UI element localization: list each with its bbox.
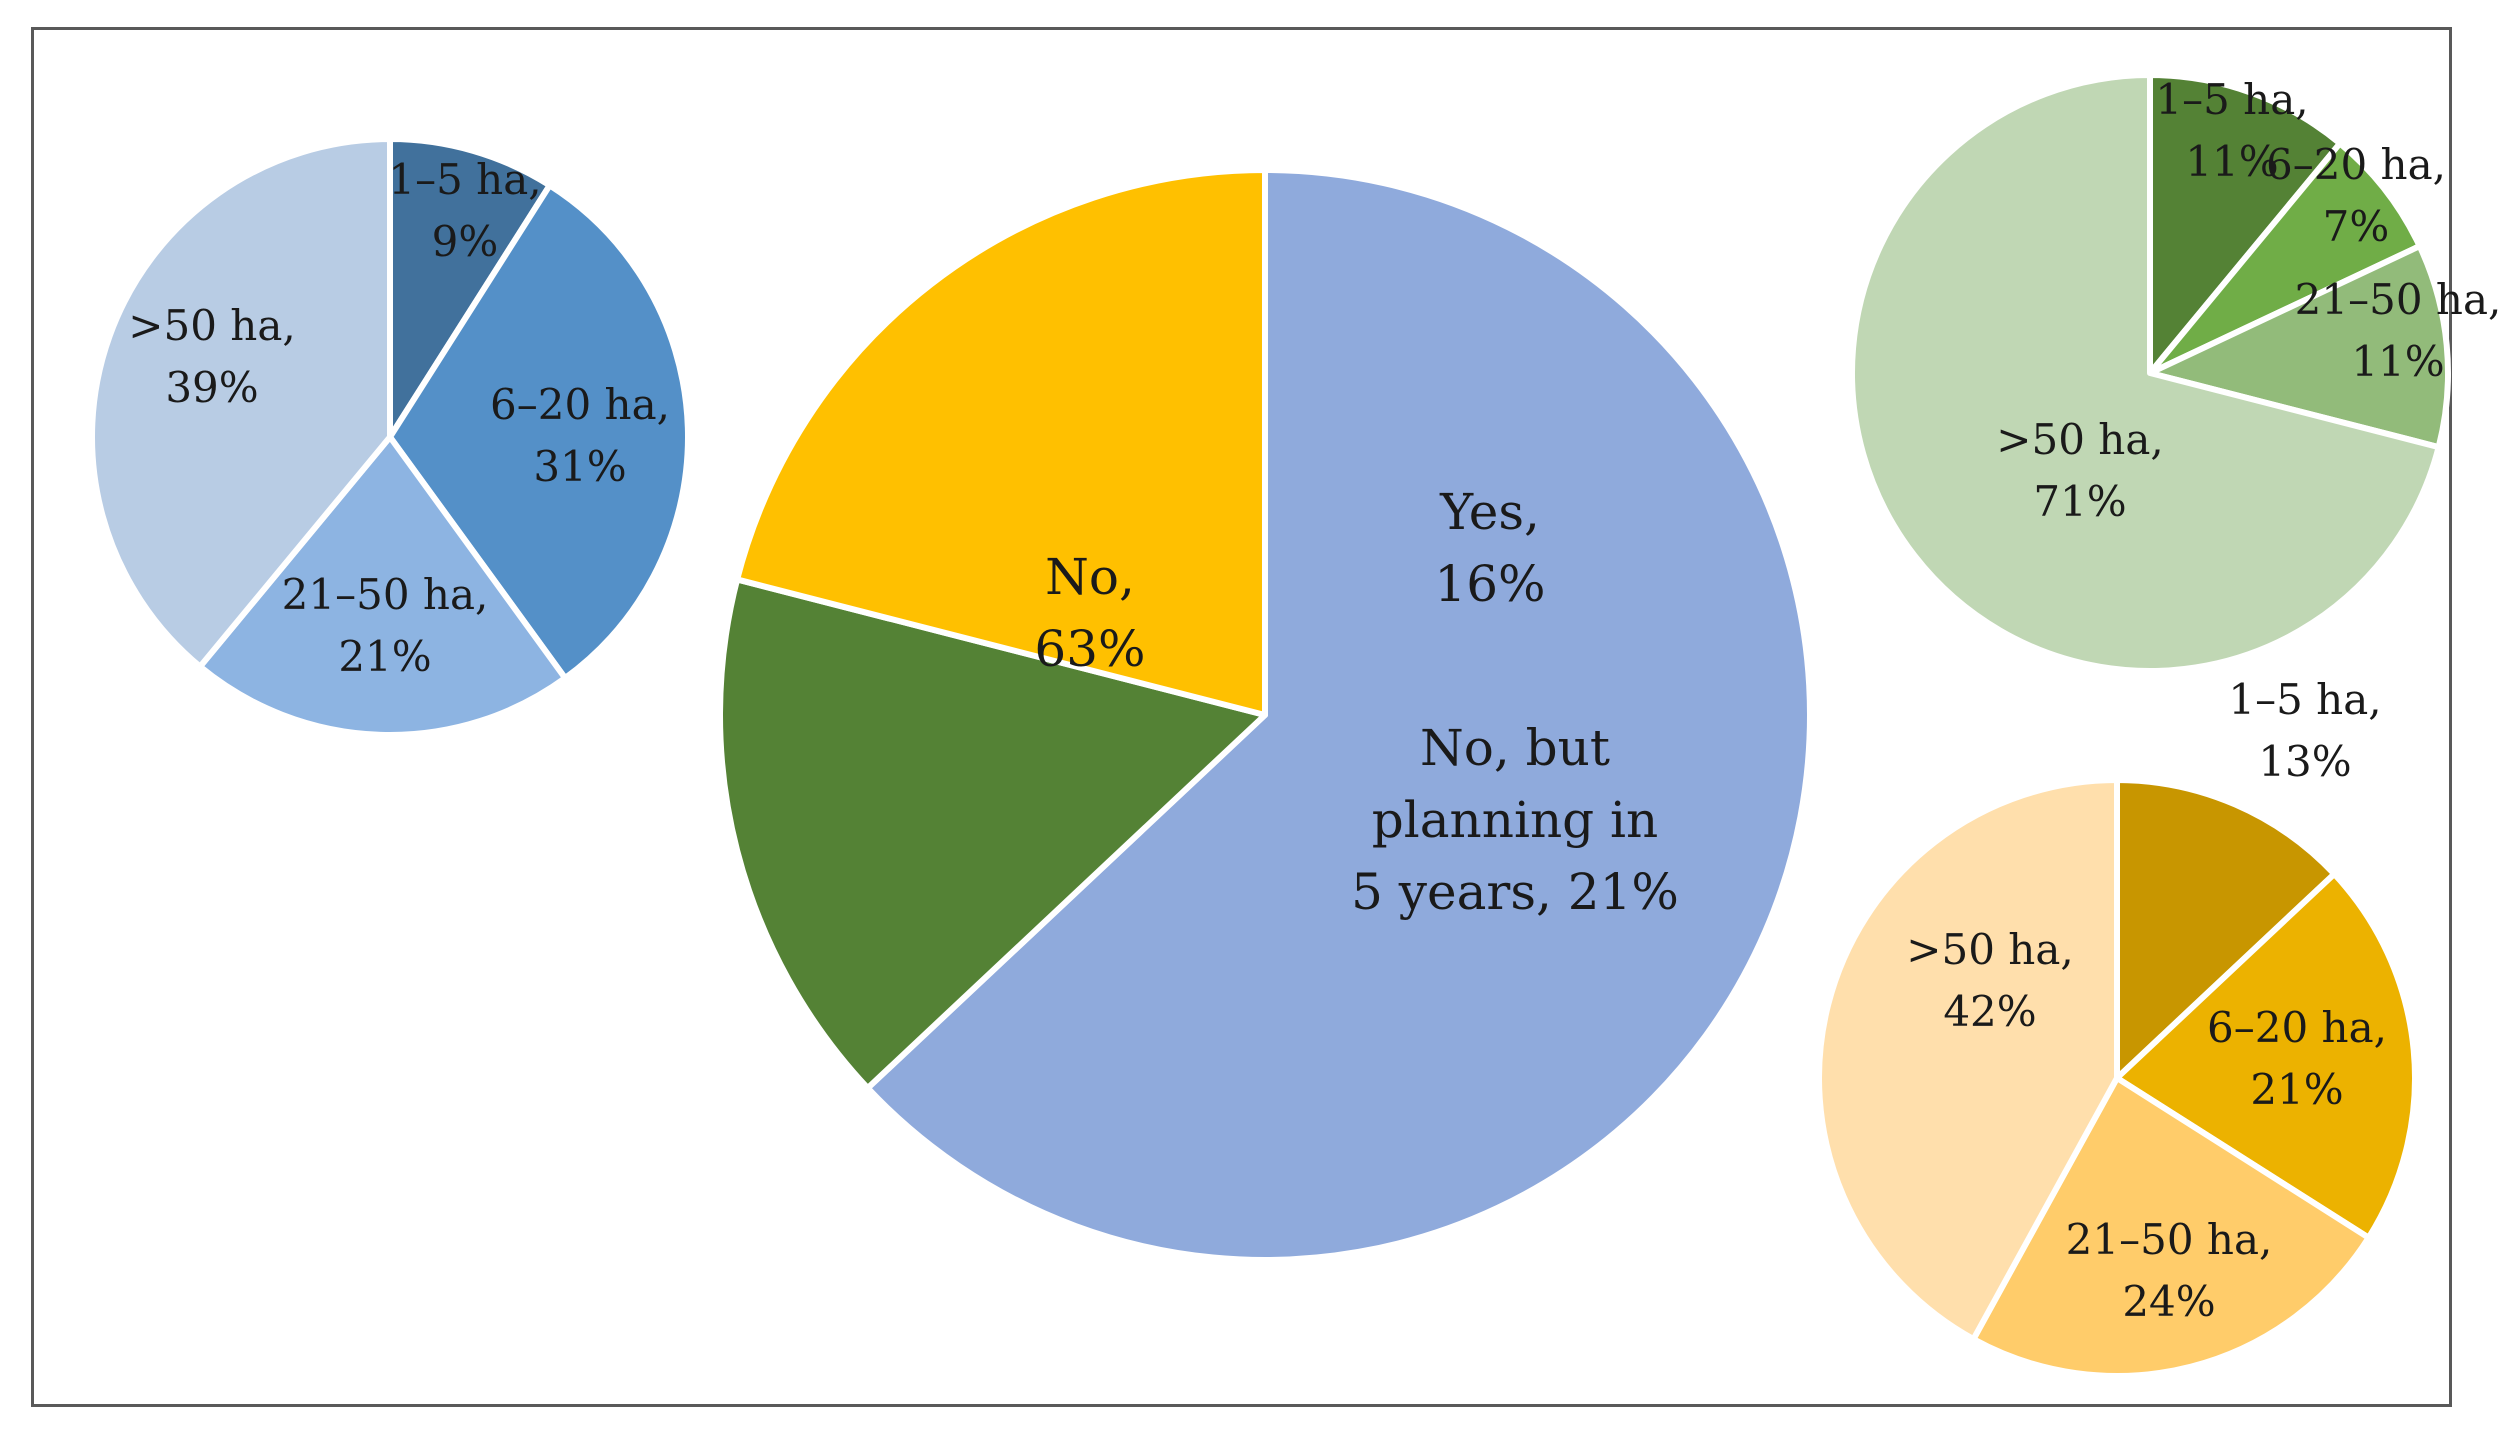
blue-pie-label-50-ha: >50 ha, 39% <box>128 301 295 412</box>
green-pie-label-21-50-ha: 21–50 ha, 11% <box>2295 275 2502 386</box>
orange-pie: 1–5 ha, 13% 6–20 ha, 21% 21–50 ha, 24% >50 ha,… <box>1816 675 2418 1379</box>
orange-pie-slice-1-5-ha <box>2114 777 2338 1081</box>
blue-pie-slice-21-50-ha <box>197 434 569 738</box>
main-pie-label-no-but-planning-in-5-years: No, but planning in 5 years, 21% <box>1351 719 1679 921</box>
green-pie-label-50-ha: >50 ha, 71% <box>1996 415 2163 526</box>
blue-pie-label-1-5-ha: 1–5 ha, 9% <box>388 155 541 266</box>
main-pie-slice-no <box>864 167 1813 1263</box>
green-pie-label-1-5-ha: 1–5 ha, 11% <box>2155 75 2308 186</box>
orange-pie-label-50-ha: >50 ha, 42% <box>1906 925 2073 1036</box>
green-pie-slice-50-ha <box>1849 72 2442 674</box>
blue-pie-slice-50-ha <box>89 136 393 670</box>
orange-pie-label-6-20-ha: 6–20 ha, 21% <box>2207 1003 2387 1114</box>
orange-pie-label-21-50-ha: 21–50 ha, 24% <box>2066 1215 2273 1326</box>
orange-pie-slice-50-ha <box>1816 777 2120 1343</box>
blue-pie-label-21-50-ha: 21–50 ha, 21% <box>282 570 489 681</box>
blue-pie-slice-1-5-ha <box>387 136 553 440</box>
main-pie-slice-no-but-planning-in-5-years <box>734 167 1268 718</box>
main-pie-label-yes: Yes, 16% <box>1434 483 1545 613</box>
main-pie: No, 63% Yes, 16% No, but planning in 5 years, … <box>717 167 1813 1263</box>
green-pie-slice-1-5-ha <box>2147 72 2343 376</box>
green-pie-slice-6-20-ha <box>2147 140 2423 376</box>
main-pie-slice-yes <box>717 576 1268 1092</box>
blue-pie: 1–5 ha, 9% 6–20 ha, 31%21–50 ha, 21% >50 ha, 3… <box>89 136 691 738</box>
blue-pie-label-6-20-ha: 6–20 ha, 31% <box>490 380 670 491</box>
green-pie: 1–5 ha, 11%6–20 ha, 7% 21–50 ha, 11% >50 ha, 7… <box>1849 72 2502 674</box>
orange-pie-slice-6-20-ha <box>2114 871 2418 1241</box>
orange-pie-slice-21-50-ha <box>1970 1075 2372 1379</box>
blue-pie-slice-6-20-ha <box>387 182 691 682</box>
orange-pie-label-1-5-ha: 1–5 ha, 13% <box>2228 675 2381 786</box>
main-pie-label-no: No, 63% <box>1034 548 1145 678</box>
green-pie-slice-21-50-ha <box>2147 243 2451 451</box>
green-pie-label-6-20-ha: 6–20 ha, 7% <box>2266 140 2446 251</box>
